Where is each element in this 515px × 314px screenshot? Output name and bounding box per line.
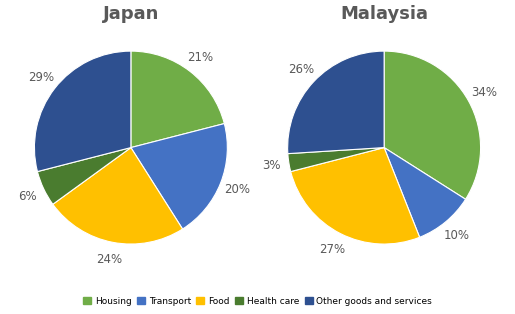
Wedge shape (131, 124, 227, 229)
Wedge shape (384, 51, 480, 199)
Text: 24%: 24% (96, 253, 123, 266)
Wedge shape (131, 51, 225, 148)
Wedge shape (290, 148, 420, 244)
Title: Malaysia: Malaysia (340, 5, 428, 23)
Text: 29%: 29% (28, 71, 54, 84)
Text: 20%: 20% (224, 183, 250, 196)
Wedge shape (288, 51, 384, 154)
Text: 26%: 26% (288, 63, 314, 76)
Text: 27%: 27% (319, 242, 346, 256)
Text: 6%: 6% (19, 190, 37, 203)
Wedge shape (38, 148, 131, 204)
Wedge shape (35, 51, 131, 171)
Wedge shape (53, 148, 183, 244)
Text: 10%: 10% (444, 229, 470, 242)
Text: 21%: 21% (187, 51, 214, 64)
Title: Japan: Japan (102, 5, 159, 23)
Wedge shape (288, 148, 384, 171)
Text: 3%: 3% (263, 159, 281, 172)
Text: 34%: 34% (471, 86, 497, 99)
Legend: Housing, Transport, Food, Health care, Other goods and services: Housing, Transport, Food, Health care, O… (79, 293, 436, 310)
Wedge shape (384, 148, 466, 237)
